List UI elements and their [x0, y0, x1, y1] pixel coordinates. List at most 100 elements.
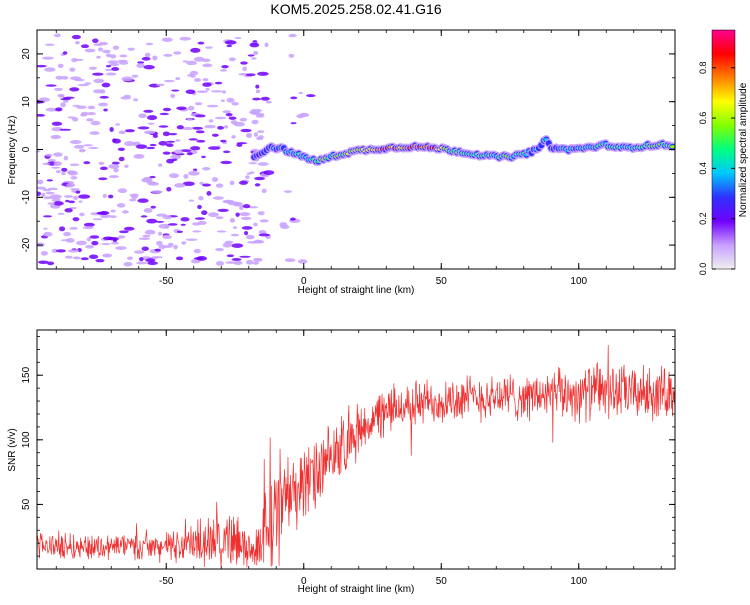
- ridge-core: [670, 145, 675, 149]
- colorbar-tick-label: 0.2: [698, 212, 708, 225]
- noise-blob: [78, 200, 83, 203]
- noise-blob: [135, 261, 148, 265]
- noise-blob: [131, 74, 139, 78]
- noise-blob: [64, 208, 73, 213]
- noise-blob: [102, 49, 111, 54]
- noise-blob: [147, 182, 160, 186]
- noise-blob: [217, 208, 229, 213]
- noise-blob: [136, 63, 145, 68]
- noise-blob: [195, 130, 205, 134]
- noise-blob: [171, 89, 180, 92]
- noise-blob: [220, 160, 232, 165]
- noise-blob: [260, 96, 270, 101]
- noise-blob: [54, 87, 63, 92]
- noise-blob: [186, 118, 193, 121]
- noise-blob: [37, 64, 47, 68]
- noise-blob: [257, 211, 265, 216]
- noise-blob: [182, 181, 195, 186]
- noise-blob: [280, 224, 290, 230]
- noise-blob: [37, 179, 44, 185]
- noise-blob: [159, 112, 169, 116]
- noise-blob: [65, 238, 75, 243]
- noise-blob: [212, 196, 225, 200]
- noise-blob: [137, 61, 145, 64]
- noise-blob: [202, 77, 209, 82]
- noise-blob: [121, 76, 134, 82]
- noise-blob: [211, 133, 219, 137]
- noise-blob: [118, 130, 126, 135]
- noise-blob: [55, 170, 61, 174]
- noise-blob: [110, 241, 120, 245]
- noise-blob: [204, 124, 216, 129]
- noise-blob: [201, 210, 208, 216]
- noise-blob: [214, 81, 223, 85]
- colorbar-tick-label: 0.4: [698, 162, 708, 175]
- noise-blob: [216, 230, 227, 233]
- noise-blob: [173, 51, 182, 55]
- noise-blob: [91, 240, 99, 246]
- noise-blob: [82, 226, 94, 230]
- noise-blob: [284, 258, 296, 263]
- noise-blob: [108, 175, 119, 179]
- noise-blob: [51, 248, 59, 253]
- noise-blob: [166, 140, 176, 143]
- noise-blob: [242, 204, 251, 209]
- noise-blob: [69, 87, 80, 92]
- noise-blob: [190, 146, 201, 151]
- noise-blob: [141, 246, 149, 251]
- noise-blob: [144, 52, 151, 58]
- noise-blob: [117, 188, 128, 194]
- colorbar-tick-label: 0.8: [698, 61, 708, 74]
- noise-blob: [156, 83, 165, 87]
- noise-blob: [244, 231, 249, 236]
- noise-blob: [220, 99, 225, 103]
- noise-blob: [221, 90, 227, 94]
- noise-blob: [126, 256, 133, 261]
- noise-blob: [37, 260, 49, 264]
- noise-blob: [140, 215, 148, 218]
- noise-blob: [228, 116, 237, 120]
- noise-blob: [252, 50, 259, 56]
- noise-blob: [158, 125, 169, 128]
- noise-blob: [69, 76, 82, 81]
- noise-blob: [258, 135, 264, 139]
- noise-blob: [253, 258, 263, 262]
- noise-blob: [109, 127, 114, 132]
- noise-blob: [223, 150, 231, 154]
- noise-blob: [210, 90, 223, 93]
- noise-blob: [162, 107, 172, 112]
- noise-blob: [157, 231, 163, 236]
- noise-blob: [104, 68, 114, 72]
- noise-blob: [187, 74, 194, 77]
- noise-blob: [182, 60, 188, 63]
- snr-y-label: SNR (v/v): [7, 428, 18, 471]
- noise-blob: [299, 112, 310, 118]
- noise-blob: [196, 139, 206, 143]
- noise-blob: [102, 253, 113, 258]
- snr-x-tick-label: 100: [570, 576, 587, 587]
- noise-blob: [44, 67, 56, 72]
- noise-blob: [240, 61, 248, 65]
- noise-blob: [86, 118, 94, 122]
- noise-blob: [92, 218, 103, 221]
- noise-blob: [149, 143, 157, 147]
- noise-blob: [193, 78, 202, 82]
- noise-blob: [233, 260, 243, 265]
- snr-x-tick-label: -50: [159, 576, 174, 587]
- noise-blob: [146, 218, 158, 224]
- noise-blob: [229, 218, 236, 223]
- noise-blob: [185, 89, 196, 95]
- noise-blob: [228, 57, 236, 62]
- noise-blob: [182, 127, 194, 131]
- noise-blob: [89, 254, 99, 260]
- noise-blob: [197, 41, 205, 45]
- noise-blob: [129, 198, 137, 202]
- noise-blob: [70, 176, 78, 180]
- noise-blob: [238, 180, 249, 185]
- noise-blob: [58, 226, 66, 232]
- spectrogram-chart: -50 0 50 100 -20 -10 0 10 20 Height of straight …: [7, 29, 676, 296]
- spectrogram-y-tick-label: -20: [21, 237, 32, 252]
- noise-blob: [188, 138, 198, 141]
- noise-blob: [191, 126, 204, 130]
- noise-blob: [65, 255, 73, 259]
